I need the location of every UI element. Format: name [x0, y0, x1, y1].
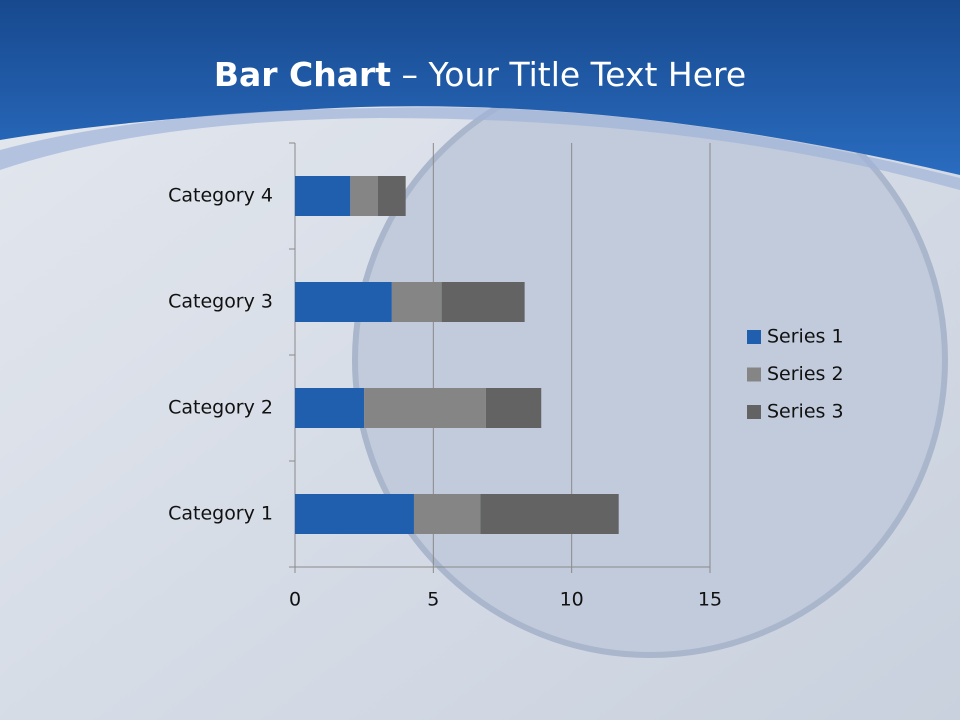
bar-segment: [295, 494, 414, 534]
bar-segment: [441, 282, 525, 322]
legend-swatch: [747, 330, 761, 344]
bar-segment: [485, 388, 542, 428]
x-tick-label: 10: [560, 589, 584, 611]
x-tick-label: 15: [698, 589, 722, 611]
header: [0, 0, 960, 175]
x-tick-label: 5: [427, 589, 439, 611]
bar-segment: [295, 176, 351, 216]
bar-segment: [295, 388, 365, 428]
bar-segment: [480, 494, 619, 534]
bar-segment: [378, 176, 406, 216]
title-emphasis: Bar Chart: [214, 55, 391, 94]
y-tick-label: Category 2: [168, 397, 273, 419]
title-text: – Your Title Text Here: [402, 55, 747, 94]
chart-title: Bar Chart – Your Title Text Here: [214, 55, 746, 94]
legend-label: Series 1: [767, 326, 844, 348]
bar-segment: [391, 282, 442, 322]
legend-label: Series 2: [767, 363, 844, 385]
legend-label: Series 3: [767, 401, 844, 423]
y-tick-label: Category 3: [168, 291, 273, 313]
bar-segment: [364, 388, 486, 428]
x-tick-label: 0: [289, 589, 301, 611]
legend-swatch: [747, 367, 761, 382]
bar-segment: [350, 176, 378, 216]
legend-swatch: [747, 405, 761, 419]
bar-segment: [295, 282, 392, 322]
y-tick-label: Category 1: [168, 503, 273, 525]
bar-segment: [413, 494, 481, 534]
y-tick-label: Category 4: [168, 185, 273, 207]
